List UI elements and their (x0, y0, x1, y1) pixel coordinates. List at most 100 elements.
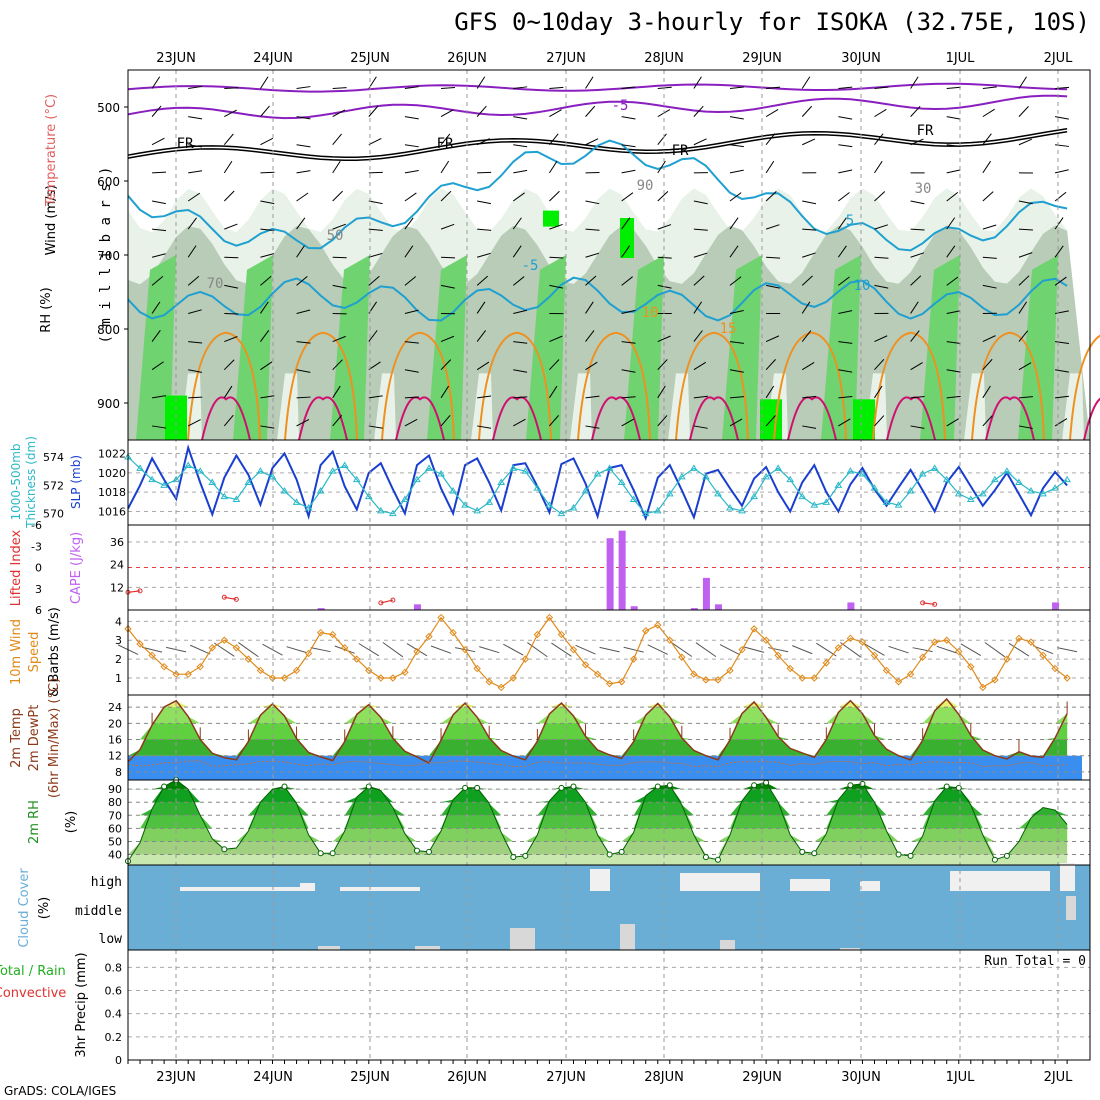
wind-barb (188, 144, 203, 148)
bottom-date-label: 26JUN (447, 1070, 487, 1085)
rh-band-green (136, 255, 176, 440)
wind10-speed-point (738, 645, 746, 654)
cloud-low-block (840, 948, 860, 950)
wind-barb (585, 425, 600, 429)
top-date-label: 27JUN (546, 51, 586, 66)
thickness-point (990, 475, 999, 483)
wind-barb (1018, 301, 1028, 314)
thickness-point (726, 504, 734, 511)
wind-barb (765, 133, 776, 146)
wind-barb (621, 418, 635, 427)
wind-barb (1018, 425, 1033, 429)
wind-barb (224, 223, 238, 230)
wind10-barb (960, 643, 982, 656)
wind-barb (296, 396, 311, 399)
wind-barb (187, 192, 201, 202)
wind10-speed-point (654, 621, 662, 629)
thickness-point (521, 467, 530, 474)
wind-barb (693, 301, 703, 314)
wind-barb (476, 105, 487, 117)
wind-barb (1054, 276, 1067, 286)
thickness-point (148, 475, 156, 483)
wind-barb (332, 284, 347, 289)
wind-barb (151, 200, 166, 205)
wind10-barb (768, 647, 789, 653)
wind-barb (477, 425, 492, 429)
wind10-barb (334, 645, 355, 654)
rh-band-green (233, 255, 273, 440)
wind-barb (946, 191, 959, 202)
wind10-barb (1032, 645, 1054, 655)
wind10-barb (190, 644, 211, 655)
wind10-speed-point (1039, 651, 1047, 660)
li-point (932, 601, 938, 607)
rh2m-point (462, 784, 469, 791)
wind10-barb (1008, 642, 1030, 657)
wind-barb (729, 116, 744, 120)
li-tick-label: -3 (31, 540, 42, 553)
wind-barb (838, 395, 853, 399)
wind-barb (621, 86, 636, 89)
wind-barb (1054, 191, 1067, 202)
wind-barb (802, 252, 816, 258)
thickness-point (208, 478, 217, 485)
ylabel-precip-convective: Convective (0, 986, 66, 1001)
wind10-speed-point (774, 651, 782, 660)
wind10-speed-point (437, 613, 445, 622)
thickness-point (160, 481, 169, 488)
wind-barb (549, 133, 559, 146)
wind-barb (729, 169, 744, 174)
wind-barb (151, 276, 164, 286)
li-tick-label: -6 (31, 519, 42, 532)
wind-barb (657, 415, 668, 427)
thickness-point (653, 506, 662, 514)
thickness-point (497, 478, 506, 485)
slp-line (127, 444, 1068, 522)
cloud-high-block (860, 881, 880, 891)
slp-tick-label: 1016 (98, 505, 126, 518)
rh-tick-label: 70 (108, 809, 122, 822)
rh-band-bright (760, 399, 782, 440)
wind-barb (477, 228, 492, 231)
wind-barb (766, 256, 781, 259)
wind-barb (585, 228, 600, 231)
wind-barb (982, 415, 993, 427)
wind-barb (549, 256, 564, 259)
wind10-speed-point (834, 644, 843, 652)
temp-tick-label: 24 (108, 701, 122, 714)
wind-barb (332, 335, 346, 343)
wind-barb (838, 116, 853, 120)
wind-barb (548, 160, 558, 174)
cloud-low-block (415, 946, 440, 950)
panel-background (128, 950, 1090, 1060)
temp-contour-20 (395, 396, 445, 441)
wind10-speed-point (750, 625, 758, 633)
wind-barb (801, 301, 811, 314)
thickness-point (978, 489, 987, 497)
wind-barb (188, 116, 203, 120)
wind-barb (693, 275, 705, 286)
wind-barb (766, 86, 781, 89)
wind-barb (188, 341, 203, 344)
wind-barb (260, 137, 274, 146)
wind10-speed-point (1027, 638, 1035, 646)
thickness-point (340, 461, 349, 468)
wind-barb (838, 86, 853, 89)
wind10-speed-point (256, 666, 265, 675)
rh2m-point (281, 783, 288, 790)
wind-barb (513, 309, 528, 314)
thickness-point (750, 492, 758, 500)
temp-line (127, 697, 1068, 765)
bottom-date-label: 27JUN (546, 1070, 586, 1085)
ylabel-wind10-1: 10m Wind (9, 619, 24, 685)
contour-label: FR (917, 123, 934, 139)
ylabel-thickness-2: Thickness (dm) (24, 436, 38, 529)
ylabel-temp-1: 2m Temp (9, 708, 24, 768)
wind-barb (513, 396, 528, 399)
ylabel-wind: Wind (m/s) (44, 185, 59, 256)
thickness-point (677, 472, 686, 480)
wind10-speed-point (425, 632, 433, 641)
rh-band-green (427, 255, 467, 440)
wind10-speed-point (316, 628, 325, 637)
wind-barb (548, 385, 558, 399)
